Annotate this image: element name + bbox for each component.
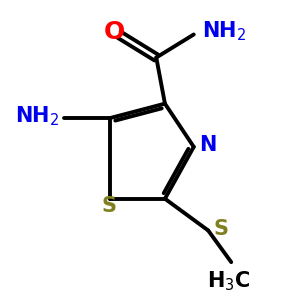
Text: NH$_2$: NH$_2$	[15, 105, 60, 128]
Text: H$_3$C: H$_3$C	[207, 269, 250, 293]
Text: S: S	[214, 219, 229, 239]
Text: S: S	[101, 196, 116, 216]
Text: O: O	[104, 20, 125, 44]
Text: NH$_2$: NH$_2$	[202, 20, 247, 44]
Text: N: N	[200, 135, 217, 155]
